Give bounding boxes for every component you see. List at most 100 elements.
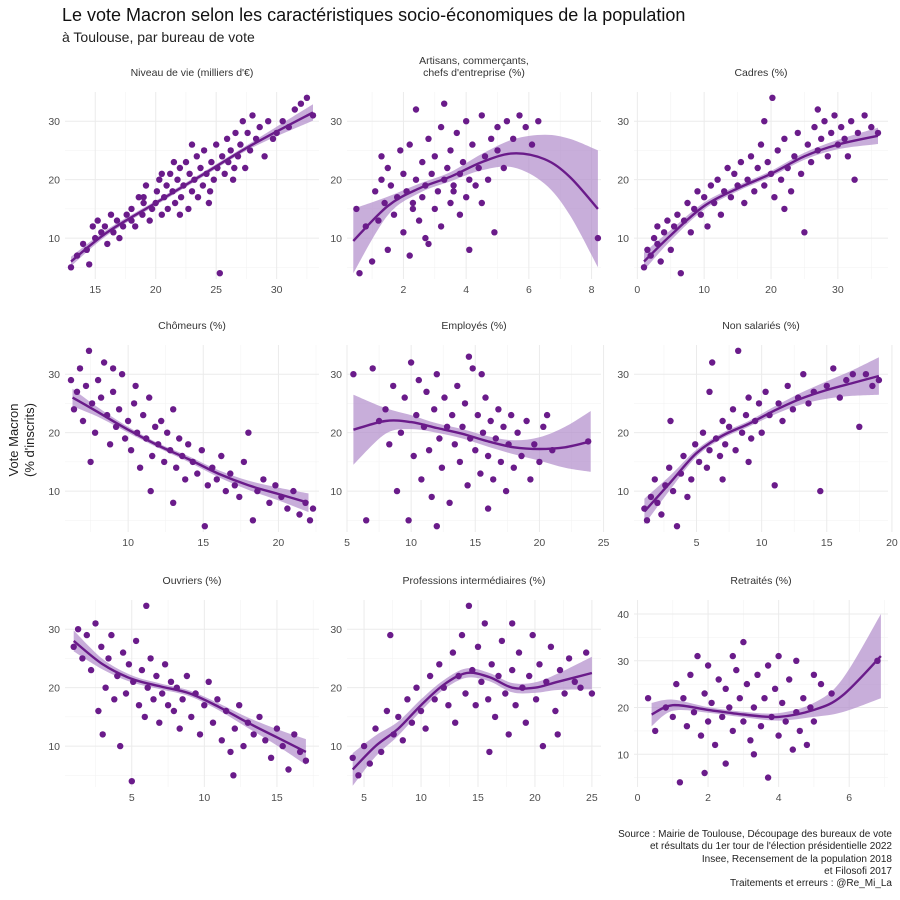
data-point (140, 194, 147, 201)
data-point (186, 170, 193, 177)
chart-title: Le vote Macron selon les caractéristique… (62, 5, 686, 25)
data-point (266, 499, 273, 506)
data-point (366, 760, 373, 767)
data-point (856, 423, 863, 430)
data-point (121, 435, 129, 442)
x-tick-label: 6 (846, 792, 852, 804)
x-tick-label: 0 (634, 284, 640, 296)
data-point (153, 188, 161, 195)
data-point (368, 258, 376, 265)
data-point (478, 112, 485, 119)
data-point (353, 205, 360, 213)
facet-panel: Professions intermédiaires (%) 5 10 15 20 25 1… (330, 575, 601, 804)
data-point (715, 676, 722, 683)
data-point (393, 487, 401, 495)
confidence-band (353, 134, 598, 274)
data-point (206, 188, 214, 195)
data-point (736, 695, 743, 702)
data-point (296, 511, 303, 518)
data-point (733, 666, 740, 674)
data-point (170, 707, 178, 715)
data-point (245, 429, 252, 436)
data-point (777, 176, 785, 183)
data-point (803, 741, 811, 749)
data-point (660, 229, 668, 236)
x-tick-label: 25 (210, 284, 222, 296)
data-point (390, 382, 397, 390)
data-point (487, 417, 494, 425)
data-point (422, 234, 429, 242)
x-tick-label: 20 (529, 792, 541, 804)
data-point (369, 365, 376, 372)
data-point (130, 400, 138, 407)
data-point (83, 631, 91, 639)
data-point (771, 194, 778, 201)
data-point (775, 732, 782, 739)
data-point (683, 723, 691, 730)
data-point (209, 719, 217, 726)
data-point (246, 147, 254, 154)
data-point (194, 470, 201, 477)
data-point (509, 620, 516, 627)
data-point (791, 153, 798, 160)
data-point (536, 661, 543, 668)
data-point (231, 482, 238, 489)
data-point (669, 713, 676, 721)
data-point (724, 164, 731, 172)
data-point (409, 205, 417, 213)
data-point (418, 476, 425, 483)
data-point (400, 229, 407, 236)
data-point (527, 476, 534, 483)
data-point (706, 447, 713, 454)
data-point (703, 464, 711, 471)
caption-line: et résultats du 1er tour de l'élection p… (649, 841, 892, 853)
data-point (111, 696, 118, 703)
y-tick-label: 30 (617, 116, 629, 128)
data-point (488, 135, 495, 142)
data-point (771, 685, 779, 692)
data-point (463, 194, 470, 201)
x-tick-label: 10 (698, 284, 710, 296)
fit-line (643, 134, 879, 263)
data-point (387, 631, 394, 639)
data-point (807, 704, 814, 711)
data-point (514, 429, 521, 436)
data-point (230, 772, 237, 779)
data-point (670, 223, 678, 230)
data-point (201, 702, 208, 709)
data-point (817, 487, 824, 495)
data-point (218, 737, 225, 744)
data-point (722, 760, 729, 767)
data-point (811, 123, 818, 131)
data-point (223, 135, 231, 142)
data-point (205, 199, 213, 207)
data-point (200, 147, 208, 154)
data-point (267, 754, 275, 761)
x-tick-label: 5 (344, 537, 350, 549)
data-point (704, 662, 712, 669)
data-point (375, 217, 382, 224)
x-tick-label: 25 (598, 537, 610, 549)
data-point (428, 170, 435, 177)
data-point (688, 476, 695, 483)
facet-panel: Cadres (%) 0 10 20 30 10 20 30 (617, 67, 888, 296)
data-point (273, 725, 281, 732)
data-point (775, 652, 782, 660)
data-point (236, 493, 243, 501)
data-point (447, 199, 454, 207)
data-point (400, 170, 407, 177)
data-point (830, 365, 837, 372)
data-point (719, 417, 726, 425)
data-point (441, 100, 448, 107)
y-tick-label: 10 (617, 233, 629, 245)
data-point (144, 684, 151, 691)
data-point (450, 188, 457, 195)
y-tick-label: 10 (330, 233, 342, 245)
confidence-band (644, 127, 878, 271)
data-point (445, 702, 452, 709)
data-point (123, 211, 130, 218)
x-tick-label: 10 (415, 792, 427, 804)
data-point (469, 141, 476, 148)
data-point (764, 774, 772, 781)
data-point (378, 153, 385, 160)
